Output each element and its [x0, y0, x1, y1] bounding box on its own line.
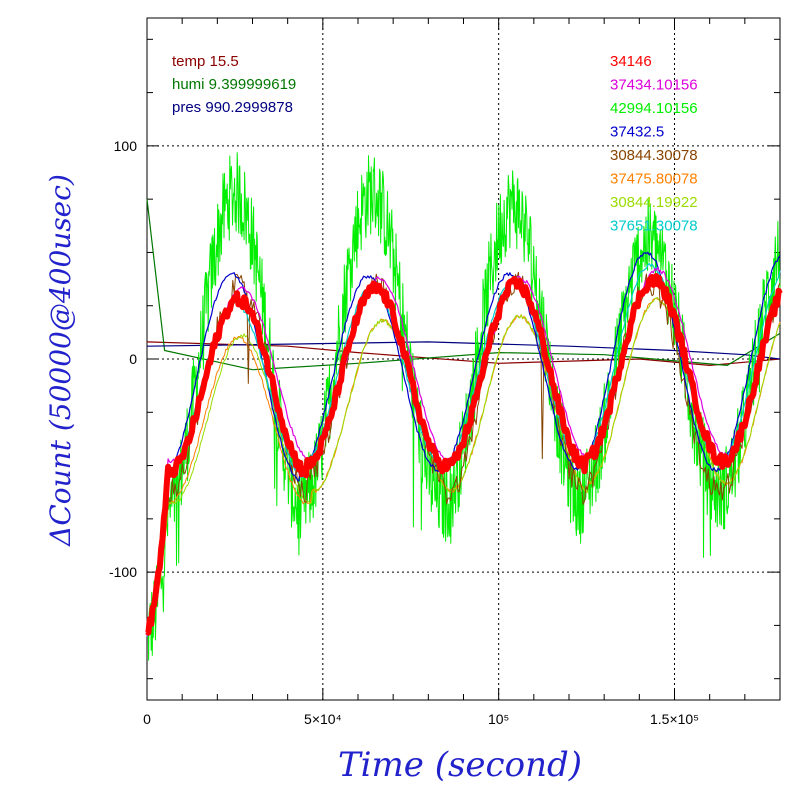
series-legend-entry: 37434.10156	[610, 77, 698, 94]
y-axis-title: ΔCount (50000@400usec)	[44, 174, 77, 547]
series-legend-entry: 37475.80078	[610, 171, 698, 188]
y-tick-labels: 100 0 -100	[109, 138, 137, 580]
x-tick-label: 1.5×10⁵	[650, 711, 699, 727]
x-tick-label: 5×10⁴	[304, 711, 342, 727]
series-legend-entry: 34146	[610, 53, 652, 70]
chart: 0 5×10⁴ 10⁵ 1.5×10⁵ 100 0 -100 temp 15.5 humi …	[0, 0, 797, 797]
series-legend-entry: 37432.5	[610, 124, 664, 141]
y-tick-label: 100	[114, 138, 138, 154]
x-tick-labels: 0 5×10⁴ 10⁵ 1.5×10⁵	[143, 711, 699, 727]
series-legend-entry: 42994.10156	[610, 100, 698, 117]
env-legend-entry: humi 9.399999619	[172, 76, 296, 93]
x-axis-title: Time (second)	[338, 745, 582, 785]
series-legend-entry: 30844.30078	[610, 147, 698, 164]
env-legend-entry: pres 990.2999878	[172, 99, 293, 116]
env-legend-entry: temp 15.5	[172, 53, 239, 70]
series-legend-entry: 37651.30078	[610, 218, 698, 235]
series-legend-entry: 30844.19922	[610, 194, 698, 211]
y-tick-label: -100	[109, 564, 137, 580]
x-tick-label: 10⁵	[488, 711, 509, 727]
y-tick-label: 0	[129, 351, 137, 367]
x-tick-label: 0	[143, 711, 151, 727]
